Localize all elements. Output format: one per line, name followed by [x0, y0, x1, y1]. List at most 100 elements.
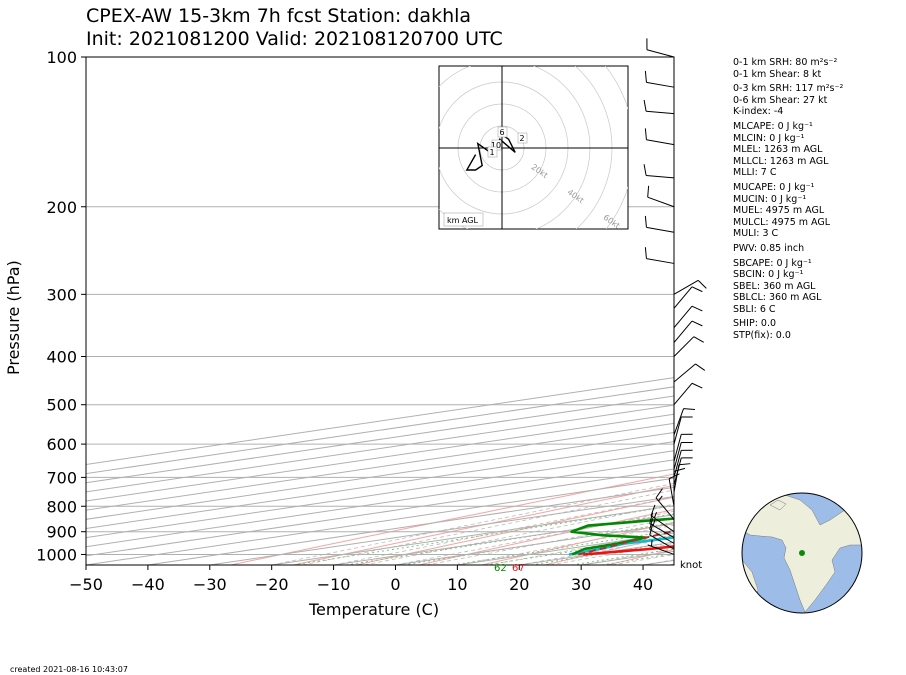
x-tick-label: 0 — [390, 575, 400, 594]
wind-barb — [646, 38, 675, 58]
wind-barb — [643, 164, 675, 179]
wind-barb — [673, 279, 707, 295]
index-line: 0-1 km SRH: 80 m²s⁻² — [733, 57, 838, 68]
x-axis-label: Temperature (C) — [309, 600, 440, 619]
figure-title: CPEX-AW 15-3km 7h fcst Station: dakhla — [86, 5, 472, 27]
isotherm — [86, 468, 674, 557]
y-tick-label: 600 — [46, 435, 77, 454]
dry-adiabat — [230, 473, 674, 565]
wind-barb — [673, 457, 693, 486]
hodograph-height-label: 2 — [519, 134, 524, 143]
index-line: MLEL: 1263 m AGL — [733, 144, 823, 156]
index-line: MUCIN: 0 J kg⁻¹ — [733, 193, 807, 205]
index-line: STP(fix): 0.0 — [733, 330, 791, 342]
dry-adiabat — [859, 57, 906, 565]
index-line: K-index: -4 — [733, 106, 784, 118]
wind-barbs — [643, 38, 707, 555]
x-tick-label: −30 — [193, 575, 227, 594]
y-axis-label: Pressure (hPa) — [4, 260, 23, 375]
wind-barb — [644, 247, 675, 264]
y-tick-label: 800 — [46, 497, 77, 516]
hodograph-height-label: 6 — [499, 128, 504, 137]
index-line: MULI: 3 C — [733, 228, 779, 240]
index-line: MUEL: 4975 m AGL — [733, 205, 825, 217]
index-line: MLCAPE: 0 J kg⁻¹ — [733, 120, 813, 132]
index-line: 0-3 km SRH: 117 m²s⁻² — [733, 83, 844, 95]
index-line: SBLI: 6 C — [733, 303, 776, 315]
moist-adiabat — [364, 503, 674, 565]
y-tick-label: 700 — [46, 468, 77, 487]
wind-barb — [647, 540, 675, 555]
wind-barb — [673, 305, 703, 328]
isotherm — [86, 413, 674, 502]
profile-lines — [568, 517, 674, 556]
y-tick-label: 100 — [46, 48, 77, 67]
wind-barb — [650, 504, 675, 533]
wind-barb — [673, 449, 693, 478]
index-line: 0-6 km Shear: 27 kt — [733, 94, 828, 106]
isotherm — [86, 422, 674, 511]
dewpoint-line — [570, 517, 674, 556]
wind-barb — [673, 286, 703, 309]
y-tick-label: 500 — [46, 396, 77, 415]
isotherm — [86, 431, 674, 520]
wind-barb — [644, 70, 675, 88]
x-tick-label: −20 — [255, 575, 289, 594]
hodograph-height-label: 1 — [489, 148, 494, 157]
y-tick-label: 200 — [46, 198, 77, 217]
wind-barb — [644, 128, 675, 146]
index-line: SBLCL: 360 m AGL — [733, 292, 822, 304]
sounding-indices: 0-1 km SRH: 80 m²s⁻² 0-1 km Shear: 8 kt 0-… — [733, 57, 843, 342]
wind-barb — [643, 99, 675, 115]
plot-frame — [85, 56, 675, 566]
index-line: MUCAPE: 0 J kg⁻¹ — [733, 181, 815, 193]
station-marker — [799, 550, 805, 556]
wind-barb — [649, 512, 675, 539]
index-line: SBCAPE: 0 J kg⁻¹ — [733, 257, 812, 269]
index-line: MLLCL: 1263 m AGL — [733, 155, 829, 167]
wind-barb — [673, 441, 693, 470]
y-tick-label: 900 — [46, 523, 77, 542]
wind-barb — [649, 518, 675, 544]
isotherm — [86, 404, 674, 493]
surface-temperature-label: 67 — [512, 563, 525, 574]
x-tick-label: −10 — [317, 575, 351, 594]
x-tick-label: 30 — [571, 575, 591, 594]
isotherm — [86, 395, 674, 484]
x-tick-label: 20 — [509, 575, 529, 594]
x-tick-label: 10 — [447, 575, 467, 594]
wind-barb — [673, 382, 703, 406]
wind-barb — [649, 523, 675, 550]
wind-barb — [673, 320, 703, 343]
moist-adiabat — [271, 482, 674, 565]
moist-adiabat — [519, 537, 674, 565]
wind-barb — [673, 408, 695, 436]
y-tick-label: 1000 — [36, 545, 77, 564]
x-tick-label: −50 — [69, 575, 103, 594]
index-line: 0-1 km Shear: 8 kt — [733, 68, 822, 80]
wind-barb — [673, 336, 704, 357]
isotherm — [86, 459, 674, 548]
isotherm — [86, 450, 674, 539]
y-tick-label: 400 — [46, 348, 77, 367]
index-line: SBCIN: 0 J kg⁻¹ — [733, 269, 804, 281]
y-axis-ticks: 100 200 300 400 500 600 700 800 900 1000 — [36, 48, 86, 564]
dry-adiabat — [481, 521, 674, 565]
x-tick-label: −40 — [131, 575, 165, 594]
wind-barb — [644, 215, 675, 233]
location-globe — [741, 492, 863, 614]
moist-adiabat — [488, 531, 674, 565]
surface-dewpoint-label: 62 — [494, 563, 507, 574]
index-line: SHIP: 0.0 — [733, 318, 777, 330]
wind-barb — [673, 363, 706, 383]
hodograph-height-label: 10 — [491, 141, 501, 150]
figure-subtitle: Init: 2021081200 Valid: 202108120700 UTC — [86, 28, 503, 50]
isotherm — [86, 477, 674, 565]
x-axis-ticks: −50 −40 −30 −20 −10 0 10 20 30 40 — [69, 565, 653, 594]
wind-barb — [673, 416, 693, 445]
y-tick-label: 300 — [46, 285, 77, 304]
isotherm — [86, 441, 674, 529]
